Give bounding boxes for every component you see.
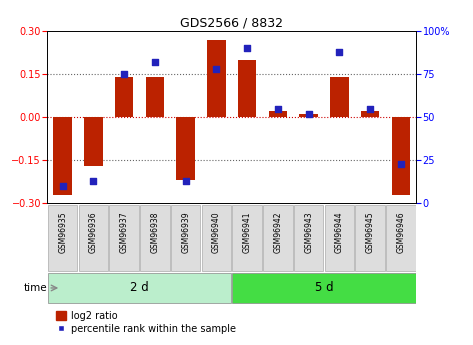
FancyBboxPatch shape xyxy=(263,205,293,271)
FancyBboxPatch shape xyxy=(201,205,231,271)
Point xyxy=(151,59,159,65)
Text: GSM96943: GSM96943 xyxy=(304,211,313,253)
FancyBboxPatch shape xyxy=(232,273,416,303)
Bar xyxy=(53,117,72,195)
Bar xyxy=(238,60,256,117)
Bar xyxy=(115,77,133,117)
Text: GSM96937: GSM96937 xyxy=(120,211,129,253)
Point xyxy=(305,111,312,117)
FancyBboxPatch shape xyxy=(140,205,170,271)
Text: 2 d: 2 d xyxy=(130,282,149,295)
FancyBboxPatch shape xyxy=(109,205,139,271)
Bar xyxy=(269,111,287,117)
Text: GSM96942: GSM96942 xyxy=(273,211,282,253)
Bar xyxy=(146,77,164,117)
FancyBboxPatch shape xyxy=(171,205,201,271)
Text: GSM96936: GSM96936 xyxy=(89,211,98,253)
Point xyxy=(366,106,374,111)
FancyBboxPatch shape xyxy=(48,273,231,303)
Point xyxy=(397,161,405,167)
FancyBboxPatch shape xyxy=(294,205,324,271)
Text: GSM96940: GSM96940 xyxy=(212,211,221,253)
Text: GSM96941: GSM96941 xyxy=(243,211,252,253)
FancyBboxPatch shape xyxy=(386,205,416,271)
Bar xyxy=(361,111,379,117)
FancyBboxPatch shape xyxy=(48,205,78,271)
FancyBboxPatch shape xyxy=(79,205,108,271)
Text: GSM96938: GSM96938 xyxy=(150,211,159,253)
Point xyxy=(243,46,251,51)
Point xyxy=(59,184,66,189)
Bar xyxy=(207,40,226,117)
Bar xyxy=(299,114,318,117)
Legend: log2 ratio, percentile rank within the sample: log2 ratio, percentile rank within the s… xyxy=(52,307,239,337)
Text: GSM96945: GSM96945 xyxy=(366,211,375,253)
Title: GDS2566 / 8832: GDS2566 / 8832 xyxy=(180,17,283,30)
Bar xyxy=(330,77,349,117)
Point xyxy=(213,66,220,72)
Point xyxy=(120,71,128,77)
Text: GSM96946: GSM96946 xyxy=(396,211,405,253)
Text: GSM96939: GSM96939 xyxy=(181,211,190,253)
FancyBboxPatch shape xyxy=(355,205,385,271)
Bar xyxy=(392,117,410,195)
Bar xyxy=(84,117,103,166)
Text: GSM96935: GSM96935 xyxy=(58,211,67,253)
FancyBboxPatch shape xyxy=(232,205,262,271)
Bar xyxy=(176,117,195,180)
Text: 5 d: 5 d xyxy=(315,282,333,295)
Point xyxy=(336,49,343,55)
Text: GSM96944: GSM96944 xyxy=(335,211,344,253)
FancyBboxPatch shape xyxy=(324,205,354,271)
Point xyxy=(182,178,189,184)
Point xyxy=(90,178,97,184)
Point xyxy=(274,106,282,111)
Text: time: time xyxy=(24,283,47,293)
